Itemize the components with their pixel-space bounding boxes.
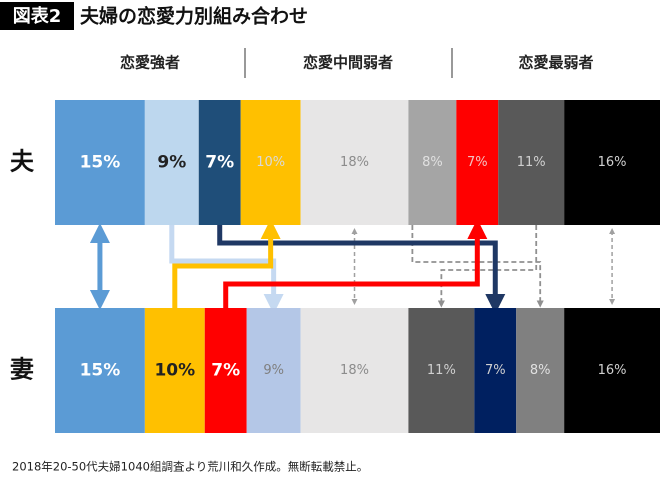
badge-bg — [0, 2, 74, 30]
value-label: 11% — [427, 363, 456, 378]
value-label: 7% — [211, 361, 240, 381]
value-label: 8% — [422, 155, 443, 170]
bar-segment — [204, 308, 247, 433]
connector-arrow — [172, 219, 281, 308]
value-label: 7% — [205, 153, 234, 173]
value-label: 16% — [598, 363, 627, 378]
value-label: 9% — [157, 153, 186, 173]
value-label: 9% — [263, 363, 284, 378]
value-label: 15% — [80, 361, 121, 381]
value-label: 16% — [598, 155, 627, 170]
value-label: 7% — [485, 363, 506, 378]
bar-segment — [198, 100, 241, 225]
bar-segment — [498, 100, 565, 225]
bar-segment — [516, 308, 565, 433]
bar-segment — [564, 308, 660, 433]
group-header: 恋愛中間弱者 — [303, 54, 393, 72]
value-label: 11% — [517, 155, 546, 170]
row-label: 妻 — [10, 356, 34, 384]
badge: 図表2 — [13, 5, 62, 27]
bar-segment — [246, 308, 301, 433]
bar-segment — [144, 100, 199, 225]
value-label: 8% — [530, 363, 551, 378]
group-header: 恋愛強者 — [120, 54, 180, 72]
connector-arrow — [437, 225, 538, 308]
value-label: 10% — [154, 361, 195, 381]
value-label: 15% — [80, 153, 121, 173]
value-label: 18% — [340, 363, 369, 378]
bar-segment — [408, 100, 457, 225]
bar-segment — [55, 308, 145, 433]
row-label: 夫 — [10, 148, 35, 176]
bar-segment — [240, 100, 301, 225]
bar-segment — [300, 308, 409, 433]
bar-segment — [408, 308, 475, 433]
connector-arrow — [223, 219, 488, 308]
bar-segment — [144, 308, 205, 433]
source-note: 2018年20-50代夫婦1040組調査より荒川和久作成。無断転載禁止。 — [12, 460, 368, 474]
bar-segment — [55, 100, 145, 225]
bar-segment — [300, 100, 409, 225]
chart-title: 夫婦の恋愛力別組み合わせ — [80, 5, 308, 28]
connector-arrow — [217, 225, 506, 314]
value-label: 18% — [340, 155, 369, 170]
value-label: 7% — [467, 155, 488, 170]
bar-segment — [456, 100, 499, 225]
bar-segment — [564, 100, 660, 225]
bar-segment — [474, 308, 517, 433]
value-label: 10% — [256, 155, 285, 170]
group-header: 恋愛最弱者 — [518, 54, 593, 72]
